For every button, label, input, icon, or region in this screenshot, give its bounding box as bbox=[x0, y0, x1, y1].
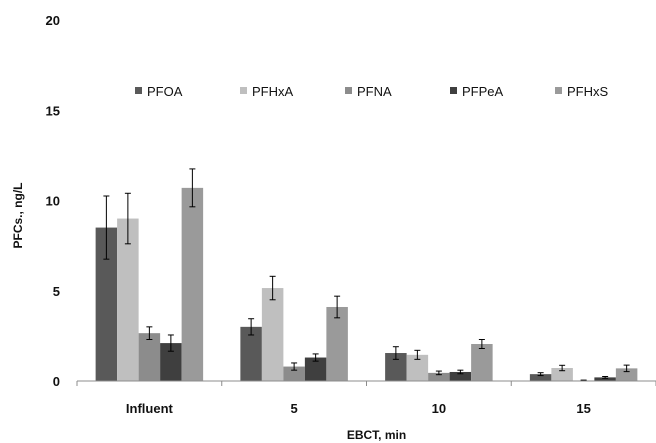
legend-item: PFNA bbox=[345, 84, 392, 99]
x-axis-ticks: Influent 5 10 15 bbox=[77, 381, 656, 416]
bars bbox=[96, 188, 638, 381]
y-tick-label: 20 bbox=[46, 13, 60, 28]
y-axis-title: PFCs., ng/L bbox=[11, 183, 25, 249]
y-tick-label: 10 bbox=[46, 194, 60, 209]
legend-item: PFHxS bbox=[555, 84, 609, 99]
bar bbox=[182, 188, 204, 381]
y-tick-label: 0 bbox=[53, 374, 60, 389]
legend-label: PFHxA bbox=[252, 84, 294, 99]
legend-swatch bbox=[450, 87, 457, 94]
y-tick-label: 5 bbox=[53, 284, 60, 299]
y-axis-ticks: 0 5 10 15 20 bbox=[46, 13, 60, 389]
legend-label: PFNA bbox=[357, 84, 392, 99]
bar bbox=[471, 344, 493, 381]
legend-label: PFHxS bbox=[567, 84, 609, 99]
legend-swatch bbox=[135, 87, 142, 94]
legend-swatch bbox=[555, 87, 562, 94]
legend-item: PFOA bbox=[135, 84, 183, 99]
legend-item: PFHxA bbox=[240, 84, 294, 99]
bar bbox=[139, 333, 161, 381]
legend-item: PFPeA bbox=[450, 84, 504, 99]
x-tick-label: 5 bbox=[291, 401, 298, 416]
y-tick-label: 15 bbox=[46, 103, 60, 118]
legend-label: PFPeA bbox=[462, 84, 504, 99]
legend-swatch bbox=[240, 87, 247, 94]
legend: PFOA PFHxA PFNA PFPeA PFHxS bbox=[135, 84, 609, 99]
legend-swatch bbox=[345, 87, 352, 94]
x-tick-label: Influent bbox=[126, 401, 174, 416]
legend-label: PFOA bbox=[147, 84, 183, 99]
bar bbox=[262, 288, 284, 381]
x-tick-label: 15 bbox=[576, 401, 590, 416]
x-axis-title: EBCT, min bbox=[347, 428, 406, 442]
x-tick-label: 10 bbox=[432, 401, 446, 416]
